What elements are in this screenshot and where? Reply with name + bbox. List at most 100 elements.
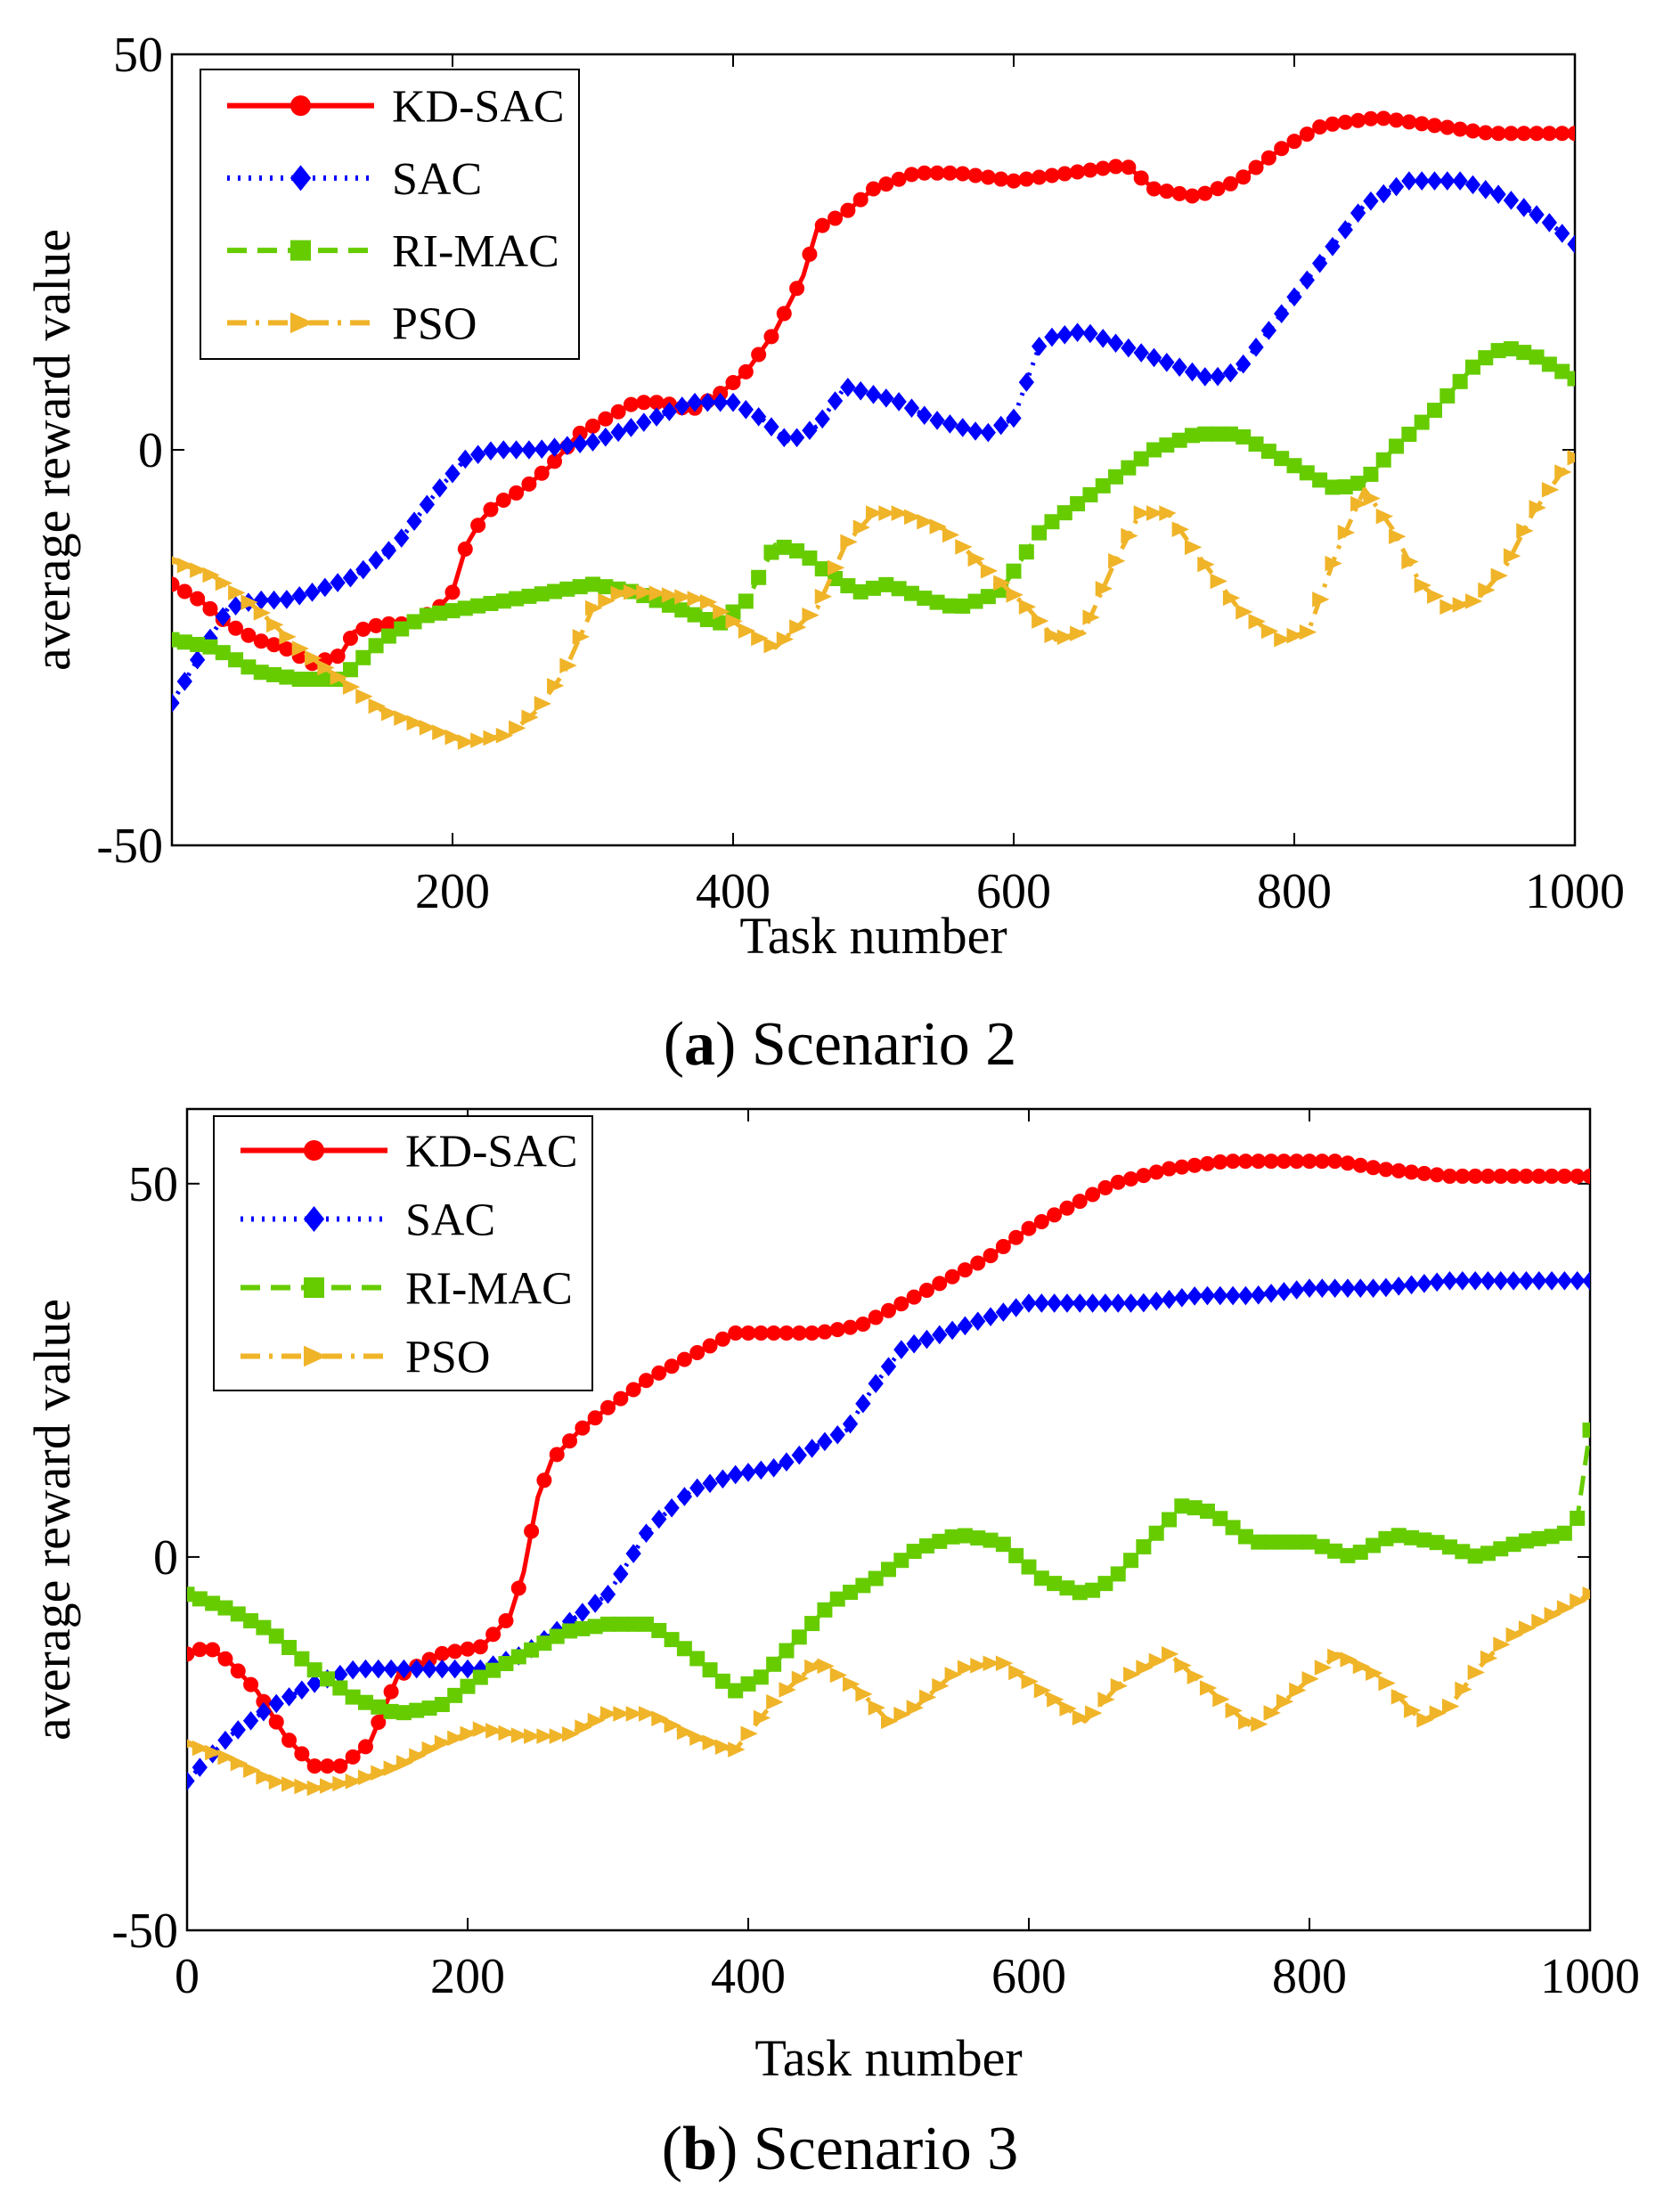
series-marker (804, 1325, 820, 1341)
series-marker (598, 579, 614, 595)
series-marker (1490, 184, 1506, 204)
caption-a: (a) Scenario 2 (664, 1010, 1017, 1079)
series-marker (970, 1530, 986, 1546)
series-marker (1044, 327, 1060, 347)
series-marker (840, 202, 856, 218)
series-marker (1337, 479, 1353, 495)
series-marker (1404, 1164, 1420, 1180)
series-marker (903, 167, 919, 183)
series-marker (1097, 1692, 1115, 1708)
series-marker (1222, 363, 1239, 383)
series-marker (1427, 588, 1445, 605)
series-marker (521, 588, 537, 604)
series-marker (256, 1769, 273, 1785)
series-marker (802, 550, 818, 566)
series-marker (1366, 1665, 1383, 1681)
series-marker (1121, 460, 1137, 476)
series-marker (1289, 1534, 1305, 1550)
series-marker (1263, 1705, 1281, 1721)
series-marker (1503, 548, 1521, 564)
series-marker (1222, 175, 1238, 192)
series-marker (371, 1714, 387, 1730)
series-marker (1123, 1666, 1141, 1683)
series-marker (840, 578, 856, 594)
series-marker (651, 1710, 669, 1727)
series-marker (1301, 1534, 1317, 1550)
y-tick-label: -50 (111, 1904, 178, 1959)
series-marker (725, 375, 741, 391)
series-marker (190, 562, 208, 578)
series-marker (610, 585, 628, 602)
series-marker (176, 583, 192, 599)
series-marker (740, 1725, 758, 1742)
series-marker (534, 439, 550, 459)
series-marker (434, 1734, 453, 1751)
series-marker (929, 411, 945, 430)
series-marker (1312, 472, 1328, 488)
series-marker (509, 591, 525, 607)
series-marker (648, 407, 665, 427)
series-marker (1314, 1154, 1330, 1170)
series-marker (648, 585, 666, 601)
series-marker (1070, 496, 1086, 512)
series-marker (1184, 188, 1200, 204)
series-marker (932, 1276, 948, 1292)
series-marker (791, 1325, 807, 1341)
series-marker (396, 1659, 412, 1679)
series-marker (1251, 1284, 1267, 1305)
series-marker (332, 1758, 348, 1774)
series-marker (202, 639, 218, 655)
series-marker (1159, 437, 1175, 453)
series-marker (457, 734, 476, 750)
series-marker (753, 1325, 769, 1341)
series-marker (368, 697, 386, 714)
series-marker (699, 612, 715, 628)
series-marker (266, 637, 282, 653)
series-marker (1162, 1161, 1177, 1177)
series-marker (1567, 234, 1575, 254)
series-marker (495, 727, 514, 744)
series-marker (1171, 185, 1187, 201)
series-marker (763, 329, 779, 345)
series-marker (447, 1643, 463, 1660)
series-marker (1490, 567, 1508, 584)
panel-a: 200 400 600 800 1000 -50 0 50 Task number average… (23, 28, 1625, 965)
series-marker (1352, 1545, 1368, 1561)
series-marker (176, 557, 195, 574)
series-marker (1046, 1293, 1063, 1313)
series-marker (918, 1689, 937, 1706)
series-marker (1516, 345, 1532, 361)
legend-swatch-marker (290, 95, 311, 117)
series-marker (457, 449, 473, 469)
series-marker (765, 1458, 782, 1478)
y-tick-label: 0 (138, 423, 163, 478)
series-marker (1503, 126, 1519, 142)
series-marker (1006, 563, 1022, 579)
series-marker (1312, 591, 1330, 608)
series-marker (625, 1616, 641, 1632)
series-marker (1018, 544, 1034, 560)
series-marker (1442, 1539, 1457, 1555)
series-marker (1108, 469, 1124, 485)
series-marker (1442, 1168, 1457, 1184)
series-marker (421, 1659, 437, 1679)
series-marker (524, 1642, 540, 1658)
series-marker (1047, 1207, 1063, 1223)
series-marker (460, 1725, 477, 1742)
series-marker (268, 1774, 287, 1790)
series-marker (572, 579, 588, 595)
series-marker (205, 1642, 221, 1658)
series-marker (1161, 1289, 1178, 1309)
series-marker (1299, 465, 1315, 481)
series-marker (625, 1544, 641, 1563)
series-marker (1276, 1693, 1294, 1709)
series-marker (1427, 403, 1442, 419)
series-marker (510, 1649, 526, 1665)
series-marker (714, 1673, 730, 1689)
series-marker (1070, 625, 1088, 642)
series-marker (1006, 587, 1023, 603)
series-marker (1008, 1298, 1024, 1317)
series-marker (728, 1741, 746, 1757)
series-marker (1212, 1691, 1230, 1708)
series-marker (383, 1703, 399, 1719)
